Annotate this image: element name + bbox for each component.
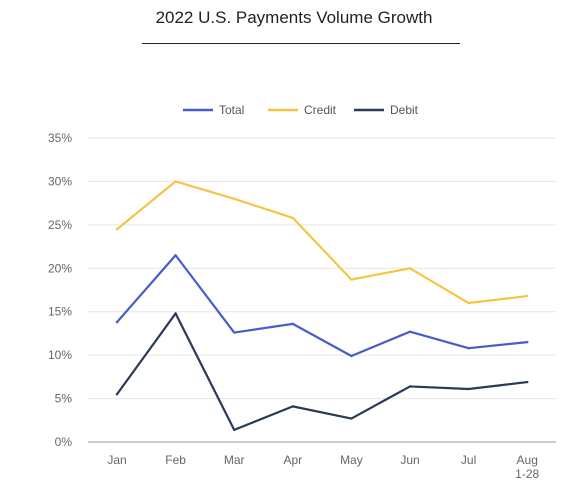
series-line-total: [115, 254, 529, 358]
data-point-credit: [408, 267, 412, 270]
data-point-total: [115, 320, 119, 324]
x-tick-label: Apr: [283, 453, 302, 467]
data-point-credit: [467, 301, 470, 305]
data-point-debit: [467, 387, 470, 391]
legend-label-debit: Debit: [390, 103, 419, 117]
gridlines: [88, 137, 556, 443]
x-tick-label: Jul: [461, 453, 476, 467]
series: [115, 180, 529, 432]
data-point-debit: [233, 428, 236, 432]
y-tick-label: 25%: [48, 218, 72, 232]
series-line-credit: [115, 180, 529, 305]
data-point-total: [467, 346, 470, 350]
data-point-total: [233, 331, 236, 334]
series-line-debit: [115, 312, 529, 431]
y-tick-label: 20%: [48, 261, 72, 275]
x-axis: Jan Feb Mar Apr May Jun Jul Aug 1-28: [107, 453, 539, 481]
y-tick-label: 30%: [48, 174, 72, 188]
x-tick-label: Feb: [165, 453, 186, 467]
x-tick-label: Mar: [224, 453, 245, 467]
y-tick-label: 5%: [55, 392, 73, 406]
y-tick-label: 0%: [55, 435, 73, 449]
data-point-debit: [408, 385, 412, 388]
y-tick-label: 15%: [48, 305, 72, 319]
data-point-credit: [233, 197, 236, 200]
x-tick-label: Jan: [107, 453, 126, 467]
data-point-debit: [115, 393, 119, 396]
data-point-total: [408, 330, 412, 333]
x-tick-label: Jun: [400, 453, 419, 467]
data-point-total: [174, 254, 177, 257]
y-tick-label: 35%: [48, 131, 72, 145]
data-point-total: [526, 340, 529, 344]
data-point-credit: [115, 228, 119, 231]
title-underline: [142, 43, 460, 44]
data-point-debit: [291, 405, 294, 408]
data-point-debit: [174, 312, 177, 315]
data-point-debit: [526, 380, 529, 384]
x-tick-label: May: [340, 453, 363, 467]
data-point-credit: [526, 294, 529, 298]
legend-label-credit: Credit: [304, 103, 337, 117]
data-point-credit: [350, 278, 353, 281]
x-tick-label: Aug 1-28: [515, 453, 539, 481]
y-tick-label: 10%: [48, 348, 72, 362]
chart-title: 2022 U.S. Payments Volume Growth: [155, 8, 433, 27]
data-point-total: [350, 354, 353, 358]
data-point-debit: [350, 417, 353, 420]
data-point-total: [291, 322, 294, 326]
legend: Total Credit Debit: [183, 103, 419, 117]
data-point-credit: [291, 216, 294, 220]
y-axis: 0% 5% 10% 15% 20% 25% 30% 35%: [48, 131, 72, 449]
legend-label-total: Total: [219, 103, 244, 117]
data-point-credit: [174, 180, 177, 183]
